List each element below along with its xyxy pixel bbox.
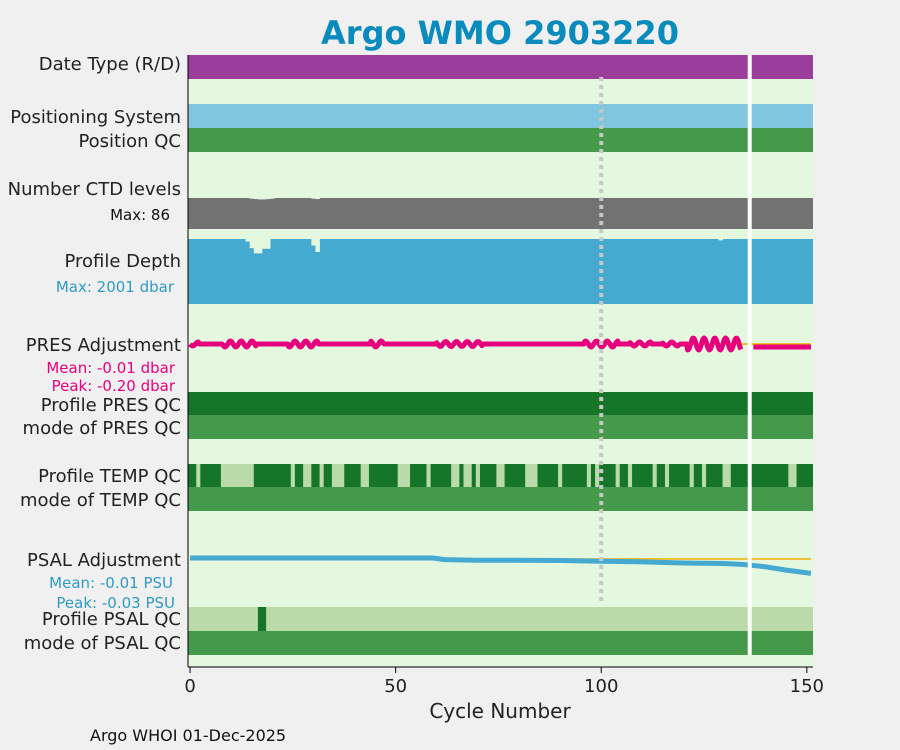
profile-temp-qc-segment [319, 464, 324, 487]
x-tick-label: 150 [790, 676, 824, 697]
pres-adj-label: PRES Adjustment [26, 335, 181, 356]
profile-temp-qc-segment [451, 464, 460, 487]
profile-temp-qc-segment [615, 464, 620, 487]
positioning-bar [188, 104, 813, 128]
ctd-levels-label: Number CTD levels [8, 179, 181, 200]
mode_psal_qc-bar [188, 631, 813, 655]
ctd_levels-dip [253, 197, 259, 200]
x-axis: 0 50 100 150 [184, 55, 824, 697]
psal-adjustment-mean-label: Mean: -0.01 PSU [49, 574, 173, 592]
x-tick-label: 0 [184, 676, 195, 697]
mode_pres_qc-bar [188, 415, 813, 439]
missing-cycle-gap [747, 55, 752, 655]
psal-adjustment-peak-label: Peak: -0.03 PSU [56, 594, 175, 612]
profile-depth-max-label: Max: 2001 dbar [56, 278, 175, 296]
profile-temp-qc-segment [595, 464, 600, 487]
profile-temp-qc-segment [290, 464, 295, 487]
ctd-levels-max-label: Max: 86 [110, 206, 170, 224]
profile-psal-qc-bar [188, 607, 813, 631]
x-axis-label: Cycle Number [429, 699, 571, 723]
ctd_levels-dip [270, 197, 275, 199]
profile-temp-qc-segment [652, 464, 657, 487]
ctd_levels-dip [266, 197, 271, 200]
profile-temp-qc-segment [525, 464, 538, 487]
profile-depth-label: Profile Depth [64, 251, 181, 272]
profile_depth-dip [262, 238, 267, 249]
date-type-label: Date Type (R/D) [39, 54, 181, 75]
profile-temp-qc-segment [627, 464, 633, 487]
ctd_levels-dip [249, 197, 255, 199]
profile-temp-qc-segment [701, 464, 707, 487]
row-labels: Date Type (R/D) Positioning System Positio… [8, 54, 181, 654]
x-tick-label: 50 [384, 676, 407, 697]
profile_depth-dip [266, 238, 271, 249]
profile-temp-qc-segment [475, 464, 480, 487]
profile-temp-qc-segment [426, 464, 431, 487]
profile_depth-bar [188, 239, 813, 304]
profile-pres-qc-label: Profile PRES QC [41, 395, 181, 416]
profile-temp-qc-segment [397, 464, 411, 487]
profile-temp-qc-segment [196, 464, 201, 487]
footer-credit: Argo WHOI 01-Dec-2025 [90, 726, 286, 745]
psal-adjustment-line [190, 555, 812, 576]
profile-temp-qc-segment [331, 464, 345, 487]
mode-pres-qc-label: mode of PRES QC [23, 418, 181, 439]
profile_pres_qc-bar [188, 392, 813, 415]
profile_depth-dip [257, 238, 263, 254]
ctd_levels-dip [315, 197, 320, 200]
mode-temp-qc-label: mode of TEMP QC [20, 490, 181, 511]
profile-temp-qc-segment [664, 464, 670, 487]
ctd_levels-bar [188, 198, 813, 229]
position-qc-label: Position QC [78, 131, 181, 152]
profile-psal-qc-segment [257, 607, 267, 631]
profile_depth-dip [315, 238, 320, 253]
profile-temp-qc-segment [496, 464, 505, 487]
profile_depth-dip [253, 238, 259, 254]
profile-psal-qc-label: Profile PSAL QC [42, 609, 181, 630]
mode_temp_qc-bar [188, 487, 813, 511]
ctd_levels-dip [262, 197, 267, 200]
profile-temp-qc-segment [360, 464, 369, 487]
chart-title: Argo WMO 2903220 [321, 14, 679, 52]
plot-area [188, 55, 813, 667]
profile-temp-qc-label: Profile TEMP QC [38, 466, 181, 487]
ctd_levels-dip [257, 197, 263, 200]
pres-adjustment-line [188, 335, 744, 353]
mode-psal-qc-label: mode of PSAL QC [24, 633, 181, 654]
profile-temp-qc-segment [586, 464, 591, 487]
profile-temp-qc-segment [463, 464, 472, 487]
profile_depth-dip [249, 238, 255, 249]
pres-adjustment-peak-label: Peak: -0.20 dbar [52, 377, 176, 395]
profile-temp-qc-segment [689, 464, 694, 487]
x-tick-label: 100 [584, 676, 618, 697]
pres-adjustment-mean-label: Mean: -0.01 dbar [46, 359, 176, 377]
profile_depth-dip [311, 238, 316, 246]
position_qc-bar [188, 128, 813, 152]
profile-temp-qc-segment [722, 464, 731, 487]
profile-temp-qc-segment [220, 464, 254, 487]
profile-temp-qc-segment [558, 464, 563, 487]
profile_depth-dip [718, 238, 723, 241]
ctd_levels-dip [311, 197, 316, 199]
profile-temp-qc-segment [788, 464, 797, 487]
psal-adj-label: PSAL Adjustment [27, 550, 181, 571]
positioning-label: Positioning System [10, 107, 181, 128]
date_type-bar [188, 55, 813, 79]
profile_depth-dip [245, 238, 250, 242]
profile-temp-qc-segment [303, 464, 312, 487]
